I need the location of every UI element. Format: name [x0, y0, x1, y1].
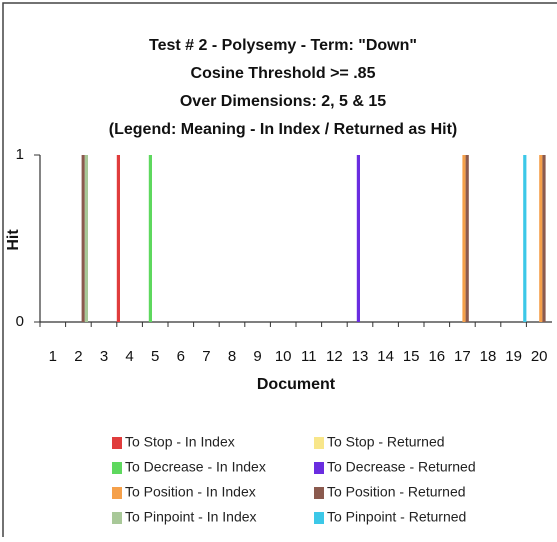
legend-label: To Position - Returned — [327, 484, 466, 500]
x-tick-label: 6 — [177, 348, 185, 365]
legend-label: To Position - In Index — [125, 484, 256, 500]
bar — [542, 155, 546, 322]
legend-label: To Pinpoint - Returned — [327, 509, 466, 525]
chart-title: Over Dimensions: 2, 5 & 15 — [180, 93, 386, 110]
legend-swatch — [112, 462, 122, 474]
legend-label: To Stop - In Index — [125, 434, 235, 450]
x-tick-label: 5 — [151, 348, 159, 365]
x-tick-label: 20 — [531, 348, 548, 365]
chart-title: Test # 2 - Polysemy - Term: "Down" — [149, 37, 417, 54]
legend-label: To Pinpoint - In Index — [125, 509, 257, 525]
x-tick-label: 4 — [125, 348, 133, 365]
bar — [523, 155, 527, 322]
legend-swatch — [112, 512, 122, 524]
x-tick-label: 9 — [253, 348, 261, 365]
bar — [84, 155, 88, 322]
legend-swatch — [314, 462, 324, 474]
chart-title: Cosine Threshold >= .85 — [191, 65, 376, 82]
x-tick-label: 13 — [352, 348, 369, 365]
x-tick-label: 3 — [100, 348, 108, 365]
y-axis-label: Hit — [5, 229, 22, 251]
y-tick-label: 1 — [16, 146, 24, 163]
bar — [539, 155, 543, 322]
legend-swatch — [112, 437, 122, 449]
legend-label: To Decrease - Returned — [327, 459, 476, 475]
x-tick-label: 18 — [480, 348, 497, 365]
legend-swatch — [314, 437, 324, 449]
chart-title: (Legend: Meaning - In Index / Returned a… — [109, 121, 457, 138]
bar — [116, 155, 120, 322]
x-tick-label: 19 — [505, 348, 522, 365]
x-tick-label: 2 — [74, 348, 82, 365]
x-tick-label: 15 — [403, 348, 420, 365]
bar — [462, 155, 466, 322]
x-tick-label: 10 — [275, 348, 292, 365]
x-tick-label: 11 — [301, 348, 317, 365]
y-tick-label: 0 — [16, 313, 24, 330]
bar — [356, 155, 360, 322]
x-tick-label: 7 — [202, 348, 210, 365]
x-tick-label: 14 — [377, 348, 394, 365]
x-tick-label: 8 — [228, 348, 236, 365]
legend-swatch — [314, 512, 324, 524]
x-tick-label: 12 — [326, 348, 343, 365]
bar — [465, 155, 469, 322]
legend-label: To Stop - Returned — [327, 434, 445, 450]
x-axis-label: Document — [257, 376, 336, 393]
bar — [81, 155, 85, 322]
x-tick-label: 1 — [49, 348, 57, 365]
legend-swatch — [314, 487, 324, 499]
x-tick-label: 17 — [454, 348, 471, 365]
bar — [148, 155, 152, 322]
legend-swatch — [112, 487, 122, 499]
legend-label: To Decrease - In Index — [125, 459, 266, 475]
x-tick-label: 16 — [428, 348, 445, 365]
